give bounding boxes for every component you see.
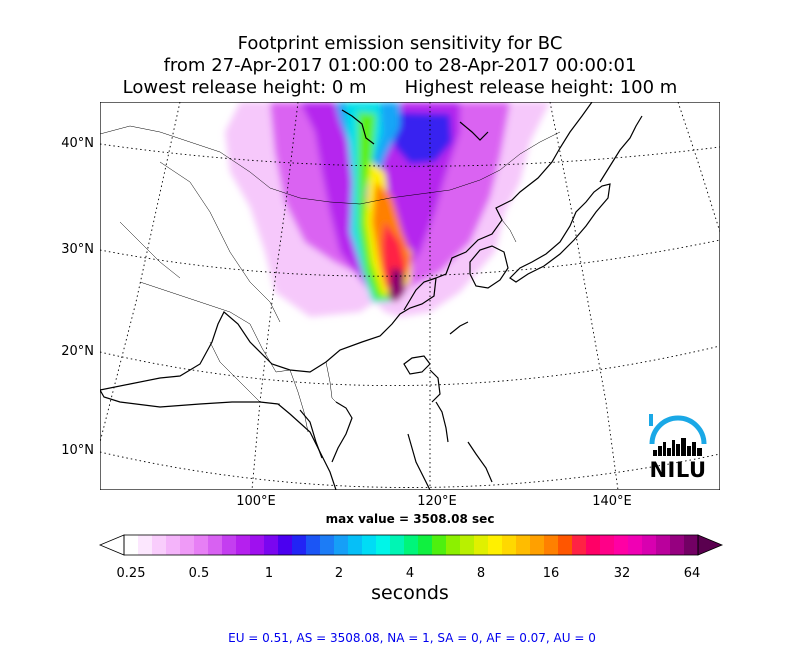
colorbar-tick-0.25: 0.25 <box>116 566 146 581</box>
map-svg <box>100 102 720 490</box>
colorbar-cell <box>600 535 615 555</box>
colorbar-cell <box>684 535 699 555</box>
colorbar-tick-8: 8 <box>476 566 486 581</box>
lat-label-40: 40°N <box>61 136 94 151</box>
colorbar <box>98 534 724 556</box>
lat-label-10: 10°N <box>61 443 94 458</box>
sensitivity-field <box>225 102 550 317</box>
colorbar-cell <box>138 535 153 555</box>
colorbar-max-extension <box>697 534 724 556</box>
colorbar-cell <box>348 535 363 555</box>
colorbar-cell <box>530 535 545 555</box>
colorbar-cell <box>208 535 223 555</box>
colorbar-min-extension <box>98 534 125 556</box>
map-title: Footprint emission sensitivity for BC <box>237 33 563 54</box>
colorbar-cell <box>306 535 321 555</box>
nilu-logo: NILU <box>645 412 711 484</box>
colorbar-cell <box>264 535 279 555</box>
country-borders <box>100 125 561 433</box>
colorbar-frame <box>123 534 699 556</box>
colorbar-cell <box>124 535 139 555</box>
colorbar-cell <box>404 535 419 555</box>
lon-label-140: 140°E <box>592 494 632 509</box>
colorbar-cell <box>194 535 209 555</box>
colorbar-cell <box>432 535 447 555</box>
colorbar-cell <box>166 535 181 555</box>
map-panel <box>100 102 720 490</box>
colorbar-cell <box>670 535 685 555</box>
colorbar-cell <box>488 535 503 555</box>
colorbar-cell <box>586 535 601 555</box>
colorbar-tick-2: 2 <box>334 566 344 581</box>
lat-label-30: 30°N <box>61 242 94 257</box>
lat-label-20: 20°N <box>61 344 94 359</box>
colorbar-cell <box>628 535 643 555</box>
colorbar-cell <box>474 535 489 555</box>
colorbar-cell <box>376 535 391 555</box>
colorbar-cell <box>516 535 531 555</box>
lowest-release-height: Lowest release height: 0 m <box>122 77 367 98</box>
colorbar-cell <box>558 535 573 555</box>
region-summary: EU = 0.51, AS = 3508.08, NA = 1, SA = 0,… <box>228 631 596 645</box>
colorbar-cell <box>250 535 265 555</box>
colorbar-tick-64: 64 <box>683 566 701 581</box>
colorbar-cell <box>320 535 335 555</box>
colorbar-cell <box>390 535 405 555</box>
time-range: from 27-Apr-2017 01:00:00 to 28-Apr-2017… <box>163 55 637 76</box>
colorbar-cell <box>418 535 433 555</box>
colorbar-tick-32: 32 <box>613 566 631 581</box>
colorbar-cell <box>236 535 251 555</box>
colorbar-cell <box>152 535 167 555</box>
colorbar-cell <box>572 535 587 555</box>
graticule <box>100 102 720 490</box>
colorbar-cell <box>222 535 237 555</box>
colorbar-cell <box>460 535 475 555</box>
nilu-logo-icon <box>649 414 707 456</box>
colorbar-cell <box>334 535 349 555</box>
colorbar-cell <box>502 535 517 555</box>
colorbar-unit: seconds <box>371 582 449 604</box>
colorbar-cell <box>362 535 377 555</box>
colorbar-tick-16: 16 <box>542 566 560 581</box>
colorbar-tick-4: 4 <box>405 566 415 581</box>
colorbar-cell <box>278 535 293 555</box>
colorbar-tick-0.5: 0.5 <box>188 566 210 581</box>
highest-release-height: Highest release height: 100 m <box>404 77 678 98</box>
colorbar-tick-1: 1 <box>264 566 274 581</box>
colorbar-cell <box>656 535 671 555</box>
colorbar-cell <box>446 535 461 555</box>
max-value: max value = 3508.08 sec <box>325 512 495 526</box>
release-heights: Lowest release height: 0 m Highest releas… <box>0 77 800 99</box>
colorbar-cell <box>614 535 629 555</box>
colorbar-cell <box>180 535 195 555</box>
colorbar-cell <box>544 535 559 555</box>
colorbar-cell <box>292 535 307 555</box>
colorbar-cell <box>642 535 657 555</box>
nilu-logo-text: NILU <box>649 458 707 482</box>
lon-label-120: 120°E <box>417 494 457 509</box>
lon-label-100: 100°E <box>236 494 276 509</box>
